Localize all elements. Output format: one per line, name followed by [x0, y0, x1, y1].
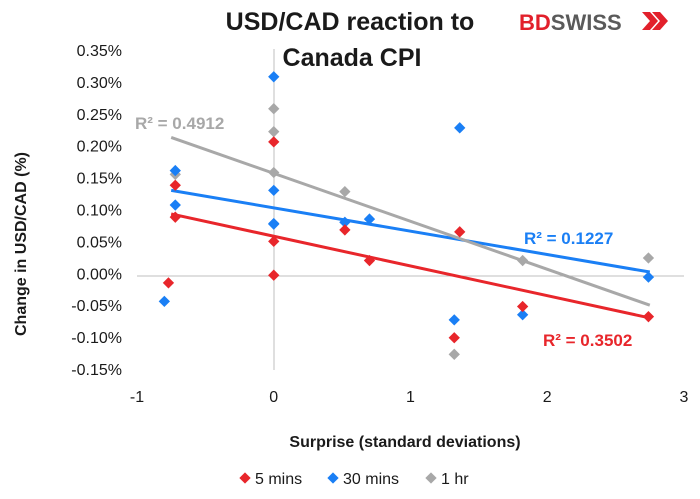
- legend-marker-1-hr: [425, 472, 437, 484]
- svg-text:BDSWISS: BDSWISS: [519, 10, 622, 35]
- point-5-mins: [516, 300, 529, 313]
- logo-chevron-icon: [642, 12, 668, 30]
- point-5-mins: [169, 179, 181, 191]
- legend-marker-30-mins: [327, 472, 339, 484]
- point-1-hr: [339, 185, 351, 198]
- point-30-mins: [169, 164, 181, 177]
- point-30-mins: [454, 122, 466, 134]
- point-30-mins: [158, 295, 171, 308]
- legend-item-1-hr: 1 hr: [425, 471, 469, 488]
- point-1-hr: [448, 348, 460, 360]
- y-tick-label: 0.35%: [77, 43, 122, 60]
- point-30-mins: [169, 199, 181, 211]
- y-tick-label: 0.25%: [77, 107, 122, 124]
- x-tick-label: 3: [680, 389, 689, 406]
- legend-label-30-mins: 30 mins: [343, 471, 399, 488]
- point-5-mins: [448, 332, 460, 344]
- trendline-30-mins: [170, 188, 651, 274]
- r2-label-30-mins: R² = 0.1227: [524, 229, 613, 248]
- trendline-5-mins: [170, 212, 651, 320]
- legend-item-5-mins: 5 mins: [239, 471, 302, 488]
- legend-label-5-mins: 5 mins: [255, 471, 302, 488]
- y-tick-label: 0.00%: [77, 266, 122, 283]
- legend-label-1-hr: 1 hr: [441, 471, 469, 488]
- x-tick-label: 1: [406, 389, 415, 406]
- logo-swiss-text: SWISS: [551, 10, 622, 35]
- point-30-mins: [363, 213, 376, 225]
- bdswiss-logo: BDSWISS: [519, 10, 668, 35]
- y-tick-label: -0.05%: [71, 298, 122, 315]
- x-tick-label: -1: [130, 389, 144, 406]
- chart-title-line-1: USD/CAD reaction to: [226, 8, 475, 36]
- point-5-mins: [268, 269, 280, 281]
- point-1-hr: [268, 103, 280, 115]
- y-tick-label: -0.15%: [71, 362, 122, 379]
- chart-title-line-2: Canada CPI: [283, 44, 422, 72]
- y-tick-label: 0.30%: [77, 75, 122, 92]
- point-5-mins: [268, 136, 280, 148]
- point-30-mins: [268, 218, 280, 230]
- legend-marker-5-mins: [239, 472, 251, 484]
- point-30-mins: [268, 184, 280, 197]
- legend-item-30-mins: 30 mins: [327, 471, 399, 488]
- data-points: [158, 71, 655, 360]
- point-5-mins: [363, 254, 376, 267]
- y-tick-label: -0.10%: [71, 330, 122, 347]
- trendline-1-hr: [170, 135, 651, 307]
- point-1-hr: [642, 252, 655, 264]
- legend: 5 mins 30 mins 1 hr: [239, 471, 469, 488]
- y-tick-label: 0.15%: [77, 171, 122, 188]
- point-30-mins: [516, 309, 529, 321]
- point-1-hr: [268, 166, 280, 179]
- y-tick-label: 0.05%: [77, 234, 122, 251]
- point-5-mins: [268, 235, 280, 248]
- x-tick-label: 2: [543, 389, 552, 406]
- y-tick-label: 0.20%: [77, 139, 122, 156]
- x-tick-label: 0: [269, 389, 278, 406]
- y-tick-labels: -0.15% -0.10% -0.05% 0.00% 0.05% 0.10% 0.15% 0.…: [71, 43, 122, 379]
- point-30-mins: [642, 271, 655, 283]
- point-5-mins: [162, 277, 175, 289]
- point-5-mins: [339, 224, 351, 236]
- x-axis-label: Surprise (standard deviations): [289, 434, 520, 451]
- y-axis-label: Change in USD/CAD (%): [13, 152, 30, 336]
- point-1-hr: [268, 126, 280, 138]
- point-5-mins: [454, 226, 466, 238]
- y-tick-label: 0.10%: [77, 203, 122, 220]
- point-30-mins: [448, 314, 460, 326]
- r2-label-1-hr: R² = 0.4912: [135, 114, 224, 133]
- logo-bd-text: BD: [519, 10, 551, 35]
- point-5-mins: [169, 211, 181, 223]
- trendlines: [170, 135, 651, 320]
- x-tick-labels: -1 0 1 2 3: [130, 389, 689, 406]
- r2-label-5-mins: R² = 0.3502: [543, 331, 632, 350]
- point-30-mins: [339, 216, 351, 228]
- point-30-mins: [268, 71, 280, 83]
- point-5-mins: [642, 311, 655, 323]
- point-1-hr: [516, 254, 529, 267]
